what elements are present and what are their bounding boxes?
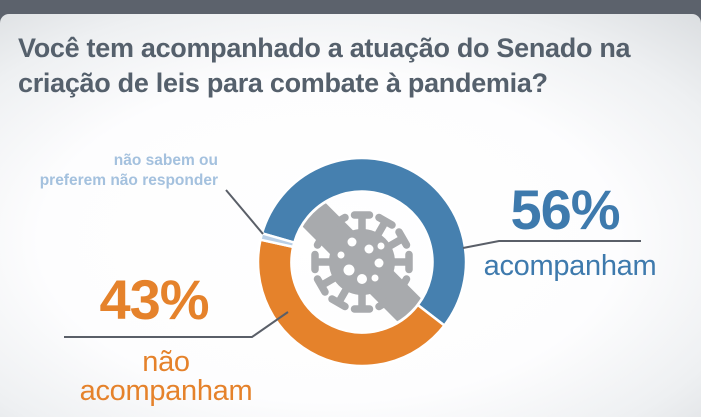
label-nao-sabem-line-1: não sabem ou (113, 152, 218, 169)
title-line-1: Você tem acompanhado a atuação do Senado… (18, 33, 631, 63)
coronavirus-icon (293, 193, 431, 331)
virus-spike (328, 213, 349, 229)
donut-chart (256, 156, 468, 368)
label-nao-acompanham-pct: 43% (99, 268, 209, 331)
label-nao-sabem: não sabem ou preferem não responder (0, 151, 218, 191)
label-nao-sabem-line-2: preferem não responder (39, 172, 218, 189)
virus-spike (313, 228, 329, 249)
title-line-2: criação de leis para combate à pandemia? (18, 68, 548, 98)
virus-body (329, 229, 395, 295)
label-nao-acompanham: não acompanham (79, 346, 253, 407)
donut-segment-acompanham (260, 156, 468, 328)
donut-segment-nao-sabem (258, 231, 296, 249)
donut-segment-nao-acompanham (256, 238, 447, 368)
callout-line-acompanham (462, 240, 641, 249)
virus-spike (395, 275, 411, 296)
virus-dots (337, 237, 385, 284)
virus-spike (375, 295, 396, 311)
virus-spike (395, 228, 411, 249)
label-acompanham-pct: 56% (510, 178, 620, 241)
virus-spike (313, 275, 329, 296)
virus-spike (375, 213, 396, 229)
callout-line-nao-sabem (225, 189, 264, 235)
virus-spikes (311, 211, 413, 313)
callout-line-nao-acompanham (64, 311, 289, 338)
label-acompanham: acompanham (483, 250, 657, 282)
top-bar (0, 0, 701, 14)
chart-question-title: Você tem acompanhado a atuação do Senado… (18, 31, 688, 101)
virus-spike (328, 295, 349, 311)
